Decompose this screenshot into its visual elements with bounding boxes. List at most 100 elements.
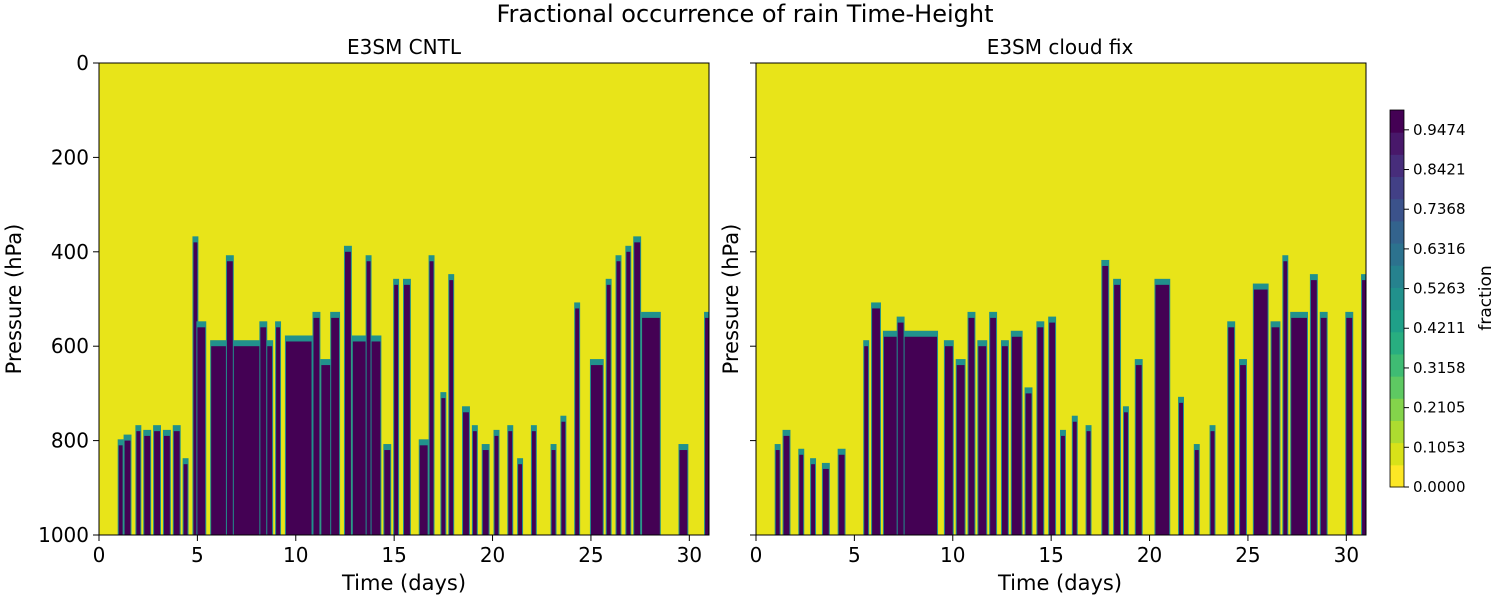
rain-event: [1135, 365, 1142, 535]
y-axis-cntl: 0 200 400 600 800 1000: [38, 51, 99, 547]
x-tick-label: 25: [1235, 543, 1260, 567]
rain-event: [331, 317, 340, 535]
rain-event: [1049, 322, 1056, 535]
rain-event: [124, 440, 131, 535]
y-axis-label-cloud-fix: Pressure (hPa): [719, 224, 743, 375]
rain-event: [463, 412, 469, 535]
colorbar-label: fraction: [1476, 265, 1496, 330]
rain-event: [197, 327, 206, 535]
rain-event: [679, 450, 688, 535]
rain-event: [838, 454, 845, 535]
rain-event: [1346, 317, 1353, 535]
rain-event: [1310, 280, 1317, 535]
rain-event: [968, 317, 975, 535]
colorbar-tick-label: 0.2105: [1413, 399, 1466, 417]
rain-event: [1253, 289, 1268, 535]
colorbar-tick-label: 0.6316: [1413, 240, 1466, 258]
rain-event: [944, 346, 953, 535]
figure-title: Fractional occurrence of rain Time-Heigh…: [496, 0, 993, 28]
x-axis-cntl: 0 5 10 15 20 25 30: [93, 535, 702, 567]
rain-event: [429, 261, 434, 535]
rain-event: [482, 450, 489, 535]
colorbar-segment: [1390, 176, 1404, 200]
rain-event: [154, 431, 160, 535]
rain-event: [173, 431, 180, 535]
rain-event: [1086, 431, 1091, 535]
rain-event: [193, 242, 198, 535]
x-tick-label: 5: [191, 543, 204, 567]
rain-event: [1210, 431, 1215, 535]
rain-event: [1072, 421, 1077, 535]
colorbar-gradient: [1390, 110, 1404, 488]
rain-event: [419, 445, 428, 535]
x-axis-label-cntl: Time (days): [341, 571, 466, 595]
colorbar-tick-label: 0.8421: [1413, 161, 1466, 179]
y-axis-label-cntl: Pressure (hPa): [2, 224, 26, 375]
colorbar-segment: [1390, 132, 1404, 155]
x-tick-label: 15: [381, 543, 406, 567]
rain-event: [956, 365, 965, 535]
rain-event: [872, 308, 880, 535]
x-axis-cloud-fix: 0 5 10 15 20 25 30: [750, 535, 1359, 567]
colorbar-segment: [1390, 464, 1404, 488]
panel-title-cntl: E3SM CNTL: [347, 35, 462, 59]
x-tick-label: 0: [750, 543, 763, 567]
x-tick-label: 5: [848, 543, 861, 567]
rain-event: [783, 435, 790, 535]
colorbar-segment: [1390, 398, 1404, 421]
x-axis-label-cloud-fix: Time (days): [997, 571, 1122, 595]
rain-event: [1283, 261, 1288, 535]
x-tick-label: 30: [677, 543, 702, 567]
rain-event: [404, 284, 410, 535]
rain-event: [449, 280, 454, 535]
rain-event: [1320, 317, 1327, 535]
colorbar-segment: [1390, 331, 1404, 355]
rain-event: [1179, 402, 1183, 535]
colorbar-tick-label: 0.1053: [1413, 438, 1466, 456]
colorbar-frame: [1389, 109, 1405, 488]
colorbar-segment: [1390, 265, 1404, 288]
rain-event: [561, 421, 566, 535]
panel-cntl: E3SM CNTL 0 5 10 15 20 25 30 0 200 400 600 800 1000…: [2, 35, 710, 595]
rain-event: [626, 251, 631, 535]
axes-frame-cntl: [98, 62, 710, 536]
rain-event: [551, 450, 556, 535]
rain-event: [799, 454, 804, 535]
rain-event: [1362, 280, 1366, 535]
rain-event: [1102, 265, 1109, 535]
rain-event: [313, 317, 320, 535]
rain-event: [990, 317, 997, 535]
rain-event: [1291, 317, 1307, 535]
rain-event: [441, 398, 446, 535]
rain-event: [472, 431, 477, 535]
rain-event: [1037, 327, 1044, 535]
rain-event: [575, 308, 580, 535]
colorbar-tick-label: 0.4211: [1413, 319, 1466, 337]
x-tick-label: 15: [1038, 543, 1063, 567]
colorbar-segment: [1390, 243, 1404, 266]
rain-event: [811, 464, 816, 535]
rain-event: [822, 468, 829, 535]
rain-event: [494, 435, 499, 535]
colorbar-tick-label: 0.9474: [1413, 121, 1466, 139]
rain-event: [1123, 412, 1128, 535]
rain-event: [1061, 435, 1065, 535]
rain-event: [136, 431, 141, 535]
rain-event: [590, 365, 603, 535]
rain-event: [163, 435, 170, 535]
rain-event: [642, 317, 660, 535]
rain-event: [344, 251, 351, 535]
rain-event: [518, 464, 523, 535]
x-tick-label: 30: [1334, 543, 1359, 567]
rain-event: [260, 327, 267, 535]
colorbar-segment: [1390, 420, 1404, 444]
rain-event: [1025, 393, 1032, 535]
rain-event: [384, 450, 391, 535]
y-tick-label: 1000: [38, 523, 89, 547]
rain-field-cntl: [117, 236, 709, 535]
colorbar-segment: [1390, 353, 1404, 377]
colorbar-tick-label: 0.3158: [1413, 359, 1466, 377]
x-tick-label: 10: [940, 543, 965, 567]
x-tick-label: 25: [578, 543, 603, 567]
rain-event: [394, 284, 399, 535]
